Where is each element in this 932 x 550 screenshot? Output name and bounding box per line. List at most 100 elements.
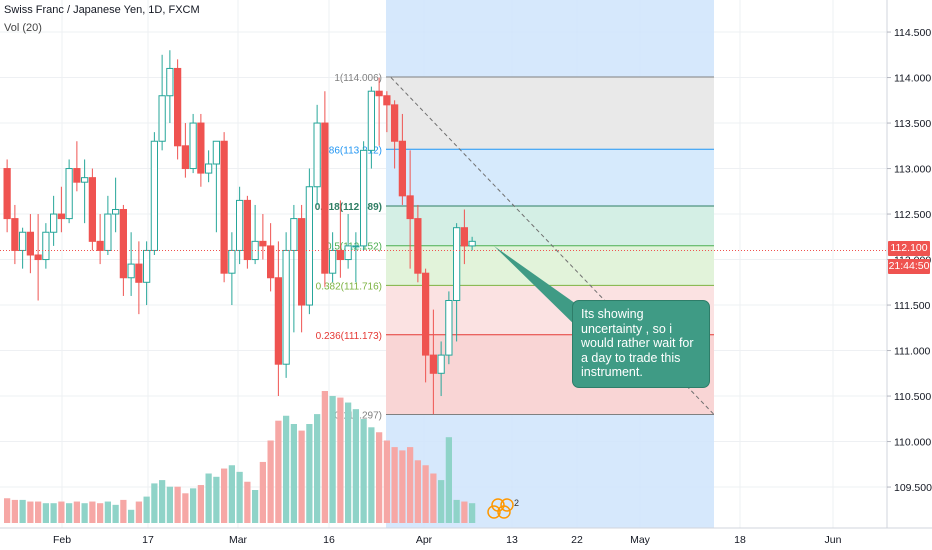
volume-bar <box>306 424 313 523</box>
volume-bar <box>58 501 65 523</box>
candle-bull <box>437 354 445 374</box>
volume-bar <box>453 499 460 523</box>
volume-bar <box>368 427 375 523</box>
volume-bar <box>422 465 429 523</box>
volume-bar <box>445 437 452 523</box>
volume-bar <box>399 450 406 523</box>
volume-bar <box>174 486 181 523</box>
candle-bull <box>189 122 197 170</box>
volume-bar <box>89 501 96 523</box>
time-axis-bg <box>0 528 932 550</box>
event-marker <box>487 505 501 519</box>
candle-bull <box>166 67 174 97</box>
time-tick-label: 18 <box>734 534 746 546</box>
volume-bar <box>236 471 243 523</box>
volume-bar <box>4 498 11 523</box>
price-tick-label: 113.000 <box>894 164 931 176</box>
candle-bull <box>367 90 375 151</box>
volume-bar <box>360 419 367 523</box>
volume-bar <box>97 503 104 523</box>
time-tick-label: 13 <box>506 534 518 546</box>
bar-countdown-tag: 21:44:50 <box>888 259 930 274</box>
volume-bar <box>159 480 166 523</box>
fib-label-0.786: 0.786(113.212) <box>315 145 382 156</box>
volume-bar <box>66 503 73 523</box>
price-tick-label: 110.000 <box>894 437 931 449</box>
volume-bar <box>50 503 57 523</box>
volume-bar <box>151 483 158 523</box>
candle-bear <box>119 208 127 279</box>
events-badge: 2 <box>487 498 519 519</box>
candle-bear <box>414 218 422 274</box>
candle-bear <box>383 95 391 106</box>
price-tick-label: 114.000 <box>894 73 931 85</box>
candle-bull <box>305 186 313 306</box>
price-axis-bg <box>887 0 932 550</box>
volume-bar <box>42 503 49 523</box>
candle-bull <box>282 249 290 365</box>
current-price-tag: 112.100 <box>888 241 930 256</box>
candle-bull <box>65 168 73 220</box>
volume-bar <box>73 501 80 523</box>
candle-bull <box>150 140 158 251</box>
candle-bear <box>174 67 182 147</box>
candle-bear <box>73 168 81 183</box>
candle-bear <box>26 231 34 256</box>
volume-bar <box>461 501 468 523</box>
volume-bar <box>112 504 119 523</box>
candle-bull <box>50 213 58 233</box>
volume-indicator-label[interactable]: Vol (20) <box>4 22 42 34</box>
candle-bear <box>243 199 251 261</box>
price-tick-label: 111.000 <box>894 346 931 358</box>
candle-bear <box>259 240 267 247</box>
candle-bear <box>181 145 189 170</box>
volume-bar <box>352 409 359 523</box>
volume-bar <box>197 485 204 523</box>
price-tick-label: 109.500 <box>894 482 932 494</box>
volume-bar <box>469 503 476 523</box>
candle-bear <box>274 277 282 365</box>
time-tick-label: May <box>630 534 651 546</box>
candle-bear <box>11 218 19 251</box>
candle-bull <box>158 95 166 142</box>
time-tick-label: 22 <box>571 534 583 546</box>
volume-bar <box>345 402 352 523</box>
candle-bear <box>34 254 42 261</box>
time-tick-label: Mar <box>229 534 248 546</box>
volume-bar <box>143 496 150 523</box>
fib-label-1: 1(114.006) <box>334 73 382 84</box>
candle-bull <box>143 249 151 283</box>
callout-pointer <box>494 246 596 332</box>
volume-bar <box>298 430 305 523</box>
volume-bar <box>329 395 336 523</box>
candle-bear <box>429 354 437 374</box>
candle-bear <box>96 240 104 251</box>
volume-bar <box>104 501 111 523</box>
candle-bull <box>112 208 120 215</box>
fib-zone-0.5 <box>386 245 714 286</box>
volume-bar <box>190 488 197 523</box>
candle-bull <box>42 231 50 261</box>
volume-bar <box>120 499 127 523</box>
volume-bar <box>267 440 274 523</box>
volume-layer <box>4 391 476 523</box>
time-tick-label: Jun <box>825 534 842 546</box>
volume-bar <box>35 501 42 523</box>
candle-bear <box>375 90 383 97</box>
callout-note[interactable]: Its showing uncertainty , so i would rat… <box>572 300 710 388</box>
candle-bear <box>197 122 205 174</box>
volume-bar <box>430 473 437 523</box>
candle-bear <box>398 140 406 197</box>
volume-bar <box>275 420 282 523</box>
candle-bear <box>460 227 468 247</box>
candle-bull <box>19 231 27 251</box>
fib-label-0.382: 0.382(111.716) <box>316 281 382 292</box>
fib-zone-0.618 <box>386 205 714 246</box>
volume-bar <box>221 468 228 523</box>
fib-label-0.236: 0.236(111.173) <box>316 331 382 342</box>
candle-bear <box>3 168 11 220</box>
candle-bull <box>468 240 476 247</box>
volume-bar <box>205 473 212 523</box>
